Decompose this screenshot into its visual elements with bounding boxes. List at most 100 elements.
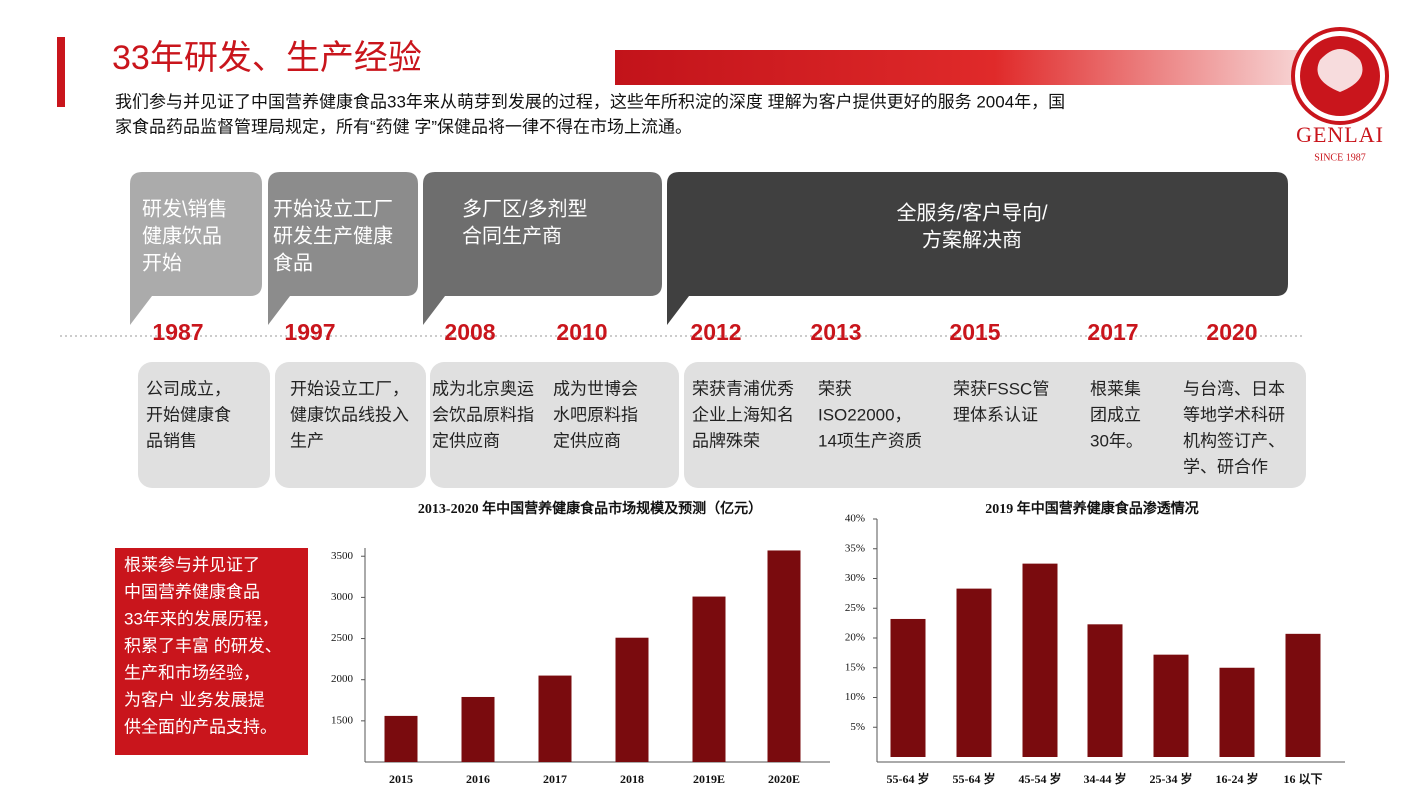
logo-since: SINCE 1987 <box>1314 152 1365 163</box>
phase-text: 方案解决商 <box>922 228 1022 251</box>
side-note-text: 为客户 业务发展提 <box>124 690 265 709</box>
phase-bubble <box>667 172 1288 325</box>
y-tick-label: 40% <box>845 513 865 525</box>
title: 33年研发、生产经验 <box>112 39 422 77</box>
y-tick-label: 15% <box>845 661 865 673</box>
milestone-box <box>684 362 1306 488</box>
milestone-box <box>275 362 426 488</box>
milestone-text: 理体系认证 <box>953 405 1038 424</box>
side-note-text: 生产和市场经验， <box>124 663 260 682</box>
x-tick-label: 16-24 岁 <box>1216 771 1259 786</box>
phase-text: 研发生产健康 <box>273 224 393 247</box>
milestone-text: 定供应商 <box>553 431 621 450</box>
timeline-year: 2015 <box>949 319 1000 345</box>
milestone-text: 开始设立工厂， <box>290 379 409 398</box>
bar <box>538 675 572 762</box>
bar <box>890 618 926 757</box>
phase-bubble <box>130 172 262 325</box>
side-note-text: 供全面的产品支持。 <box>124 717 277 736</box>
milestone-text: ISO22000， <box>818 405 912 424</box>
milestone-text: 荣获FSSC管 <box>953 379 1049 398</box>
timeline-year: 2010 <box>556 319 607 345</box>
milestone-text: 根莱集 <box>1090 379 1141 398</box>
x-tick-label: 2016 <box>466 772 490 786</box>
x-tick-label: 16 以下 <box>1283 772 1322 786</box>
milestone-text: 荣获 <box>818 379 852 398</box>
y-tick-label: 25% <box>845 602 865 614</box>
title-accent <box>57 37 65 107</box>
x-tick-label: 2019E <box>693 772 725 786</box>
milestone-text: 定供应商 <box>432 431 500 450</box>
milestone-text: 企业上海知名 <box>692 405 794 424</box>
milestone-text: 团成立 <box>1090 405 1141 424</box>
title-band <box>615 50 1305 85</box>
y-tick-label: 2500 <box>331 632 354 644</box>
milestone-box <box>430 362 679 488</box>
milestone-text: 开始健康食 <box>146 405 231 424</box>
phase-text: 食品 <box>273 251 313 274</box>
x-tick-label: 25-34 岁 <box>1150 771 1193 786</box>
bar <box>1153 654 1189 757</box>
intro-text: 家食品药品监督管理局规定，所有“药健 字”保健品将一律不得在市场上流通。 <box>115 117 692 136</box>
side-note-text: 根莱参与并见证了 <box>124 555 260 574</box>
milestone-text: 学、研合作 <box>1183 457 1268 476</box>
milestone-text: 与台湾、日本 <box>1183 379 1285 398</box>
phase-text: 开始 <box>142 251 182 274</box>
y-tick-label: 35% <box>845 542 865 554</box>
milestone-text: 生产 <box>290 431 324 450</box>
intro-text: 我们参与并见证了中国营养健康食品33年来从萌芽到发展的过程，这些年所积淀的深度 … <box>115 92 1065 111</box>
milestone-text: 公司成立， <box>146 379 231 398</box>
milestone-text: 30年。 <box>1090 431 1143 450</box>
bar <box>461 696 495 762</box>
bar <box>384 715 418 762</box>
x-tick-label: 34-44 岁 <box>1084 771 1127 786</box>
side-note-text: 33年来的发展历程， <box>124 609 279 628</box>
milestone-text: 机构签订产、 <box>1183 431 1285 450</box>
bar <box>767 550 801 762</box>
bar <box>956 588 992 757</box>
side-note-box <box>115 548 308 755</box>
milestone-text: 成为北京奥运 <box>432 379 534 398</box>
bar <box>1022 563 1058 757</box>
logo-icon <box>1317 49 1363 92</box>
milestone-box <box>138 362 270 488</box>
bar <box>1219 667 1255 757</box>
bar <box>1285 633 1321 757</box>
x-tick-label: 55-64 岁 <box>887 771 930 786</box>
x-tick-label: 2018 <box>620 772 644 786</box>
milestone-text: 会饮品原料指 <box>432 405 534 424</box>
milestone-text: 荣获青浦优秀 <box>692 379 794 398</box>
milestone-text: 14项生产资质 <box>818 431 922 450</box>
y-tick-label: 20% <box>845 632 865 644</box>
side-note-text: 中国营养健康食品 <box>124 582 260 601</box>
chart-title: 2013-2020 年中国营养健康食品市场规模及预测（亿元） <box>418 500 762 517</box>
phase-text: 开始设立工厂 <box>273 197 393 220</box>
x-tick-label: 55-64 岁 <box>953 771 996 786</box>
timeline-year: 2012 <box>690 319 741 345</box>
timeline-year: 2020 <box>1206 319 1257 345</box>
timeline-year: 2008 <box>444 319 495 345</box>
milestone-text: 等地学术科研 <box>1183 405 1285 424</box>
y-tick-label: 30% <box>845 572 865 584</box>
bar <box>615 637 649 762</box>
phase-text: 全服务/客户导向/ <box>896 201 1048 224</box>
y-tick-label: 5% <box>850 721 865 733</box>
phase-bubble <box>423 172 662 325</box>
phase-bubble <box>268 172 418 325</box>
x-tick-label: 2020E <box>768 772 800 786</box>
y-tick-label: 1500 <box>331 714 354 726</box>
timeline-year: 2017 <box>1087 319 1138 345</box>
logo-brand: GENLAI <box>1296 122 1384 147</box>
milestone-text: 成为世博会 <box>553 379 638 398</box>
phase-text: 健康饮品 <box>142 224 222 247</box>
milestone-text: 品销售 <box>146 431 197 450</box>
y-tick-label: 2000 <box>331 673 354 685</box>
phase-text: 研发\销售 <box>142 197 228 220</box>
x-tick-label: 2017 <box>543 772 567 786</box>
y-tick-label: 10% <box>845 691 865 703</box>
y-tick-label: 3000 <box>331 591 354 603</box>
x-tick-label: 45-54 岁 <box>1019 771 1062 786</box>
timeline-year: 1987 <box>152 319 203 345</box>
phase-text: 合同生产商 <box>462 224 562 247</box>
